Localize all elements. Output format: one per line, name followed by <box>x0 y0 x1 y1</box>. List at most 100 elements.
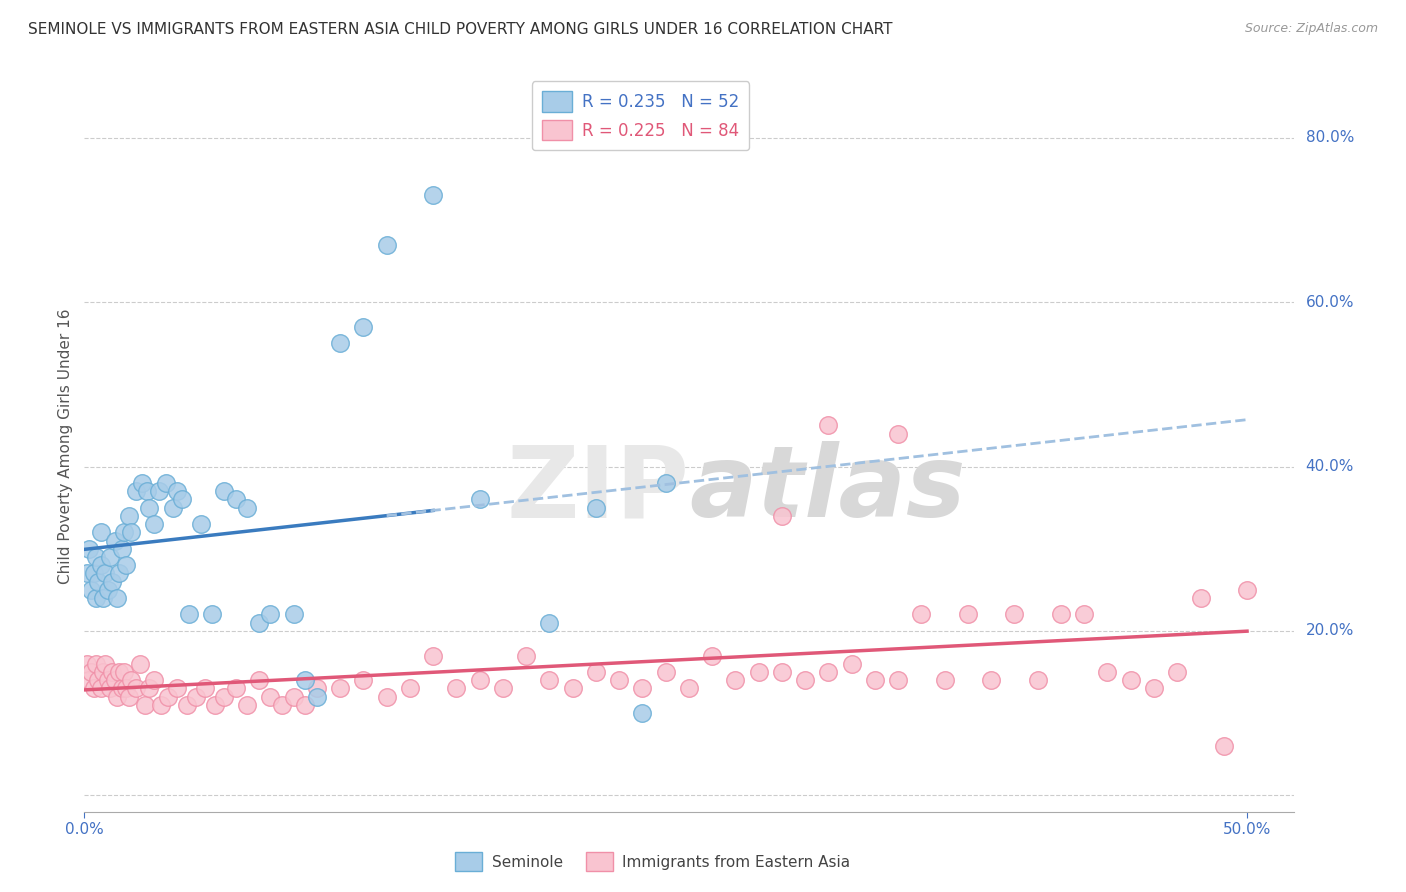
Point <box>176 698 198 712</box>
Point <box>225 681 247 696</box>
Point <box>105 591 128 605</box>
Point <box>201 607 224 622</box>
Point <box>129 657 152 671</box>
Point <box>105 690 128 704</box>
Point <box>631 681 654 696</box>
Point <box>770 665 793 679</box>
Point <box>190 517 212 532</box>
Point <box>112 525 135 540</box>
Point <box>91 665 114 679</box>
Point <box>352 319 374 334</box>
Point <box>76 566 98 581</box>
Y-axis label: Child Poverty Among Girls Under 16: Child Poverty Among Girls Under 16 <box>58 309 73 583</box>
Point <box>101 574 124 589</box>
Point <box>585 665 607 679</box>
Point <box>83 681 105 696</box>
Point <box>492 681 515 696</box>
Point <box>817 418 839 433</box>
Point <box>138 500 160 515</box>
Point <box>94 566 117 581</box>
Point <box>259 607 281 622</box>
Point <box>702 648 724 663</box>
Text: 80.0%: 80.0% <box>1306 130 1354 145</box>
Point <box>155 475 177 490</box>
Point <box>87 673 110 688</box>
Point <box>1073 607 1095 622</box>
Point <box>104 673 127 688</box>
Point <box>143 673 166 688</box>
Point <box>1026 673 1049 688</box>
Point <box>166 681 188 696</box>
Point <box>212 690 235 704</box>
Point <box>863 673 886 688</box>
Point <box>538 673 561 688</box>
Point <box>259 690 281 704</box>
Point <box>90 558 112 573</box>
Point <box>84 657 107 671</box>
Point <box>271 698 294 712</box>
Point <box>83 566 105 581</box>
Point <box>305 681 328 696</box>
Point <box>134 698 156 712</box>
Point <box>77 673 100 688</box>
Point <box>748 665 770 679</box>
Point <box>150 698 173 712</box>
Point <box>294 698 316 712</box>
Point <box>184 690 207 704</box>
Legend: Seminole, Immigrants from Eastern Asia: Seminole, Immigrants from Eastern Asia <box>449 847 856 877</box>
Point <box>170 492 193 507</box>
Point <box>283 690 305 704</box>
Point <box>1119 673 1142 688</box>
Point <box>654 475 676 490</box>
Point <box>124 681 146 696</box>
Point <box>101 665 124 679</box>
Point <box>108 665 131 679</box>
Point <box>108 566 131 581</box>
Point <box>247 615 270 630</box>
Point <box>817 665 839 679</box>
Point <box>117 690 139 704</box>
Point <box>236 698 259 712</box>
Point <box>1143 681 1166 696</box>
Point <box>770 508 793 523</box>
Point <box>841 657 863 671</box>
Point <box>329 681 352 696</box>
Point <box>329 336 352 351</box>
Point <box>212 484 235 499</box>
Point <box>1166 665 1188 679</box>
Point <box>352 673 374 688</box>
Point <box>84 591 107 605</box>
Point <box>76 657 98 671</box>
Point <box>1097 665 1119 679</box>
Point <box>585 500 607 515</box>
Point <box>148 484 170 499</box>
Point <box>112 665 135 679</box>
Point <box>166 484 188 499</box>
Point <box>177 607 200 622</box>
Point <box>115 558 138 573</box>
Point <box>90 681 112 696</box>
Point <box>97 582 120 597</box>
Point <box>1212 739 1234 753</box>
Point <box>104 533 127 548</box>
Point <box>446 681 468 696</box>
Point <box>247 673 270 688</box>
Point <box>94 657 117 671</box>
Point <box>375 237 398 252</box>
Point <box>561 681 583 696</box>
Text: 60.0%: 60.0% <box>1306 294 1354 310</box>
Point <box>294 673 316 688</box>
Point <box>934 673 956 688</box>
Point <box>194 681 217 696</box>
Point <box>84 549 107 564</box>
Point <box>115 681 138 696</box>
Point <box>375 690 398 704</box>
Point <box>468 492 491 507</box>
Point <box>124 484 146 499</box>
Point <box>678 681 700 696</box>
Point <box>887 673 910 688</box>
Point <box>1189 591 1212 605</box>
Point <box>654 665 676 679</box>
Point <box>80 582 103 597</box>
Point <box>980 673 1002 688</box>
